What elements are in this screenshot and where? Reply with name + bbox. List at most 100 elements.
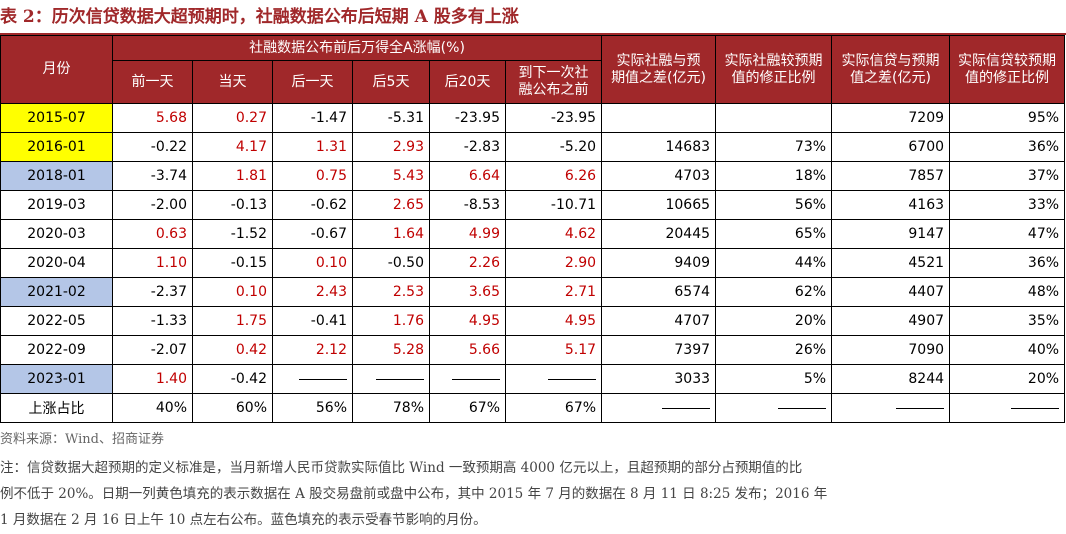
table-row: 2020-04 1.10 -0.15 0.10 -0.50 2.26 2.90 9409 44%… [0,248,1066,278]
change-cell: 2.65 [352,190,430,220]
header-line: 实际社融与预 [616,52,701,69]
header-right-2: 实际社融较预期 值的修正比例 [715,35,833,104]
expectation-cell: 18% [715,161,833,191]
header-group: 社融数据公布前后万得全A涨幅(%) [111,35,603,61]
footnote-line: 1 月数据在 2 月 16 日上午 10 点左右公布。蓝色填充的表示受春节影响的… [0,512,487,528]
change-cell: -1.47 [272,103,353,133]
change-cell: -0.62 [272,190,353,220]
change-cell: 78% [352,393,430,423]
expectation-cell: 35% [949,306,1066,336]
table-row: 2021-02 -2.37 0.10 2.43 2.53 3.65 2.71 6574 62% 4… [0,277,1066,307]
change-cell: 2.12 [272,335,353,365]
header-sub-4: 后5天 [352,60,430,104]
table-row: 2015-07 5.68 0.27 -1.47 -5.31 -23.95 -23.95 720… [0,103,1066,133]
month-cell: 2018-01 [0,161,113,191]
change-cell: 2.71 [504,277,603,307]
dash-mark [376,378,424,380]
month-cell: 2020-03 [0,219,113,249]
expectation-cell: 7090 [831,335,951,365]
change-cell: 1.10 [112,248,193,278]
header-line: 当天 [218,73,247,90]
source-note: 资料来源：Wind、招商证券 [0,432,164,447]
change-cell: 40% [112,393,193,423]
change-cell: -1.52 [192,219,273,249]
header-month: 月份 [0,35,113,104]
change-cell: 6.64 [429,161,506,191]
expectation-cell: 4521 [831,248,951,278]
header-line: 实际社融较预期 [724,52,823,69]
change-cell: 1.81 [192,161,273,191]
expectation-cell: 20% [949,364,1066,394]
dash-mark [1011,407,1060,409]
expectation-cell: 5% [715,364,833,394]
change-cell: 1.75 [192,306,273,336]
header-line: 融公布之前 [518,82,589,98]
header-line: 到下一次社 [518,65,589,81]
change-cell: 2.26 [429,248,506,278]
table-row: 上涨占比 40% 60% 56% 78% 67% 67% [0,393,1066,423]
expectation-cell: 4163 [831,190,951,220]
change-cell: -2.83 [429,132,506,162]
dash-mark [299,378,347,380]
change-cell: -5.20 [504,132,603,162]
change-cell [429,364,506,394]
dash-mark [662,407,711,409]
change-cell: 2.93 [352,132,430,162]
month-cell: 2022-05 [0,306,113,336]
table-row: 2019-03 -2.00 -0.13 -0.62 2.65 -8.53 -10.71 106… [0,190,1066,220]
expectation-cell [715,393,833,423]
change-cell: 5.28 [352,335,430,365]
change-cell: 67% [429,393,506,423]
change-cell: -2.07 [112,335,193,365]
change-cell: 1.40 [112,364,193,394]
month-cell: 2020-04 [0,248,113,278]
change-cell: 1.64 [352,219,430,249]
change-cell: -0.13 [192,190,273,220]
change-cell: 5.66 [429,335,506,365]
header-right-1: 实际社融与预 期值之差(亿元) [601,35,717,104]
change-cell: -23.95 [504,103,603,133]
change-cell: 56% [272,393,353,423]
expectation-cell: 65% [715,219,833,249]
change-cell: -2.00 [112,190,193,220]
expectation-cell [715,103,833,133]
expectation-cell: 4407 [831,277,951,307]
expectation-cell: 47% [949,219,1066,249]
expectation-cell: 7209 [831,103,951,133]
table-title: 表 2：历次信贷数据大超预期时，社融数据公布后短期 A 股多有上涨 [0,7,519,27]
expectation-cell: 4703 [601,161,717,191]
expectation-cell: 7857 [831,161,951,191]
data-table: 月份 社融数据公布前后万得全A涨幅(%) 实际社融与预 期值之差(亿元) 实际社… [0,35,1066,423]
footnote-line: 注：信贷数据大超预期的定义标准是，当月新增人民币贷款实际值比 Wind 一致预期… [0,460,803,476]
change-cell: 2.43 [272,277,353,307]
expectation-cell [601,103,717,133]
change-cell: 4.95 [504,306,603,336]
expectation-cell: 9409 [601,248,717,278]
change-cell: 3.65 [429,277,506,307]
title-rule [0,33,1066,35]
header-line: 值的修正比例 [731,69,816,86]
header-sub-3: 后一天 [272,60,353,104]
change-cell [504,364,603,394]
expectation-cell: 10665 [601,190,717,220]
change-cell: -0.41 [272,306,353,336]
dash-mark [896,407,945,409]
expectation-cell [949,393,1066,423]
change-cell: 4.17 [192,132,273,162]
change-cell: -8.53 [429,190,506,220]
expectation-cell: 44% [715,248,833,278]
month-cell: 2019-03 [0,190,113,220]
header-sub-6: 到下一次社 融公布之前 [504,60,603,104]
header-line: 实际信贷与预期 [841,52,940,69]
expectation-cell: 20445 [601,219,717,249]
change-cell: 0.75 [272,161,353,191]
change-cell: 4.95 [429,306,506,336]
dash-mark [548,378,597,380]
footnote-line: 例不低于 20%。日期一列黄色填充的表示数据在 A 股交易盘前或盘中公布，其中 … [0,486,828,502]
month-cell: 2021-02 [0,277,113,307]
change-cell: -3.74 [112,161,193,191]
change-cell: 4.99 [429,219,506,249]
header-sub-2: 当天 [192,60,273,104]
change-cell: 60% [192,393,273,423]
change-cell [352,364,430,394]
